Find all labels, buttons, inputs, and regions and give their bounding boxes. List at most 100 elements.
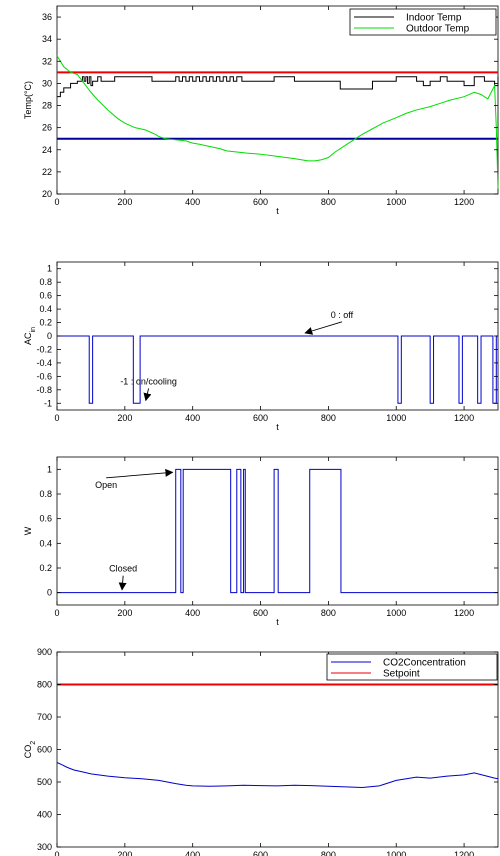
y-tick-label: 0.2 [39, 318, 52, 328]
axis-ticks: 0 200 400 600 800 1000 1200 0 0.2 0.4 0.6 0.8 1 [39, 457, 498, 618]
y-tick-label: -0.2 [36, 344, 52, 354]
y-tick-label: 1 [47, 464, 52, 474]
x-tick-label: 1000 [386, 413, 406, 423]
x-tick-label: 0 [54, 197, 59, 207]
annotation-arrow [118, 575, 127, 591]
y-tick-label: 500 [37, 777, 52, 787]
y-tick-label: 800 [37, 680, 52, 690]
y-tick-label: 700 [37, 712, 52, 722]
y-tick-label: 0 [47, 588, 52, 598]
x-tick-label: 800 [321, 608, 336, 618]
x-tick-label: 600 [253, 197, 268, 207]
y-tick-label: 900 [37, 647, 52, 657]
y-tick-label: 22 [42, 167, 52, 177]
annotation-label: 0 : off [331, 310, 354, 320]
x-tick-label: 400 [185, 413, 200, 423]
co2-chart: 0 200 400 600 800 1000 1200 300 400 500 600 700 800 9… [23, 647, 499, 856]
x-tick-label: 800 [321, 413, 336, 423]
x-tick-label: 1200 [454, 197, 474, 207]
x-tick-label: 800 [321, 850, 336, 856]
y-tick-label: -1 [44, 398, 52, 408]
y-tick-label: -0.8 [36, 385, 52, 395]
x-tick-label: 1200 [454, 850, 474, 856]
y-tick-label: 26 [42, 123, 52, 133]
y-axis-label: Temp(°C) [23, 81, 33, 119]
x-tick-label: 400 [185, 608, 200, 618]
legend-label: Setpoint [383, 669, 420, 680]
annotation-label: -1 : on/cooling [120, 376, 177, 386]
y-tick-label: 0.4 [39, 304, 52, 314]
x-tick-label: 200 [117, 197, 132, 207]
y-tick-label: 0.8 [39, 489, 52, 499]
legend-label: Outdoor Temp [406, 24, 470, 35]
x-tick-label: 800 [321, 197, 336, 207]
x-axis-label: t [276, 422, 279, 432]
chart-marks [57, 335, 498, 404]
chart-marks [56, 55, 499, 189]
x-tick-label: 200 [117, 413, 132, 423]
ac-input-chart: 0 200 400 600 800 1000 1200 -1 -0.8 -0.6 -0.4 -0.2 0… [23, 261, 499, 432]
y-tick-label: 0.6 [39, 514, 52, 524]
x-tick-label: 0 [54, 413, 59, 423]
annotations: 0 : off -1 : on/cooling [120, 310, 354, 402]
plot-area [56, 651, 499, 848]
x-tick-label: 1000 [386, 197, 406, 207]
series-line-series-0 [57, 335, 498, 404]
y-tick-label: 0.2 [39, 563, 52, 573]
annotation-arrow [143, 388, 152, 402]
annotations: Open Closed [95, 468, 174, 591]
y-tick-label: 20 [42, 189, 52, 199]
y-tick-label: 400 [37, 810, 52, 820]
y-tick-label: 0 [47, 331, 52, 341]
y-axis-label: CO2 [23, 741, 37, 759]
y-tick-label: 0.4 [39, 538, 52, 548]
y-tick-label: -0.4 [36, 358, 52, 368]
annotation-label: Open [95, 480, 117, 490]
y-tick-label: 24 [42, 145, 52, 155]
y-tick-label: 0.8 [39, 277, 52, 287]
axis-ticks: 0 200 400 600 800 1000 1200 300 400 500 600 700 800 9… [37, 647, 498, 856]
x-tick-label: 0 [54, 850, 59, 856]
y-tick-label: 34 [42, 34, 52, 44]
x-tick-label: 1000 [386, 850, 406, 856]
x-tick-label: 200 [117, 850, 132, 856]
x-tick-label: 1000 [386, 608, 406, 618]
annotation-arrow [304, 321, 343, 335]
x-axis-label: t [276, 206, 279, 216]
annotation-arrow [106, 468, 174, 479]
legend-label: CO2Concentration [383, 658, 466, 669]
x-axis-label: t [276, 617, 279, 627]
x-tick-label: 200 [117, 608, 132, 618]
y-tick-label: 600 [37, 745, 52, 755]
x-tick-label: 0 [54, 608, 59, 618]
temperature-chart: 0 200 400 600 800 1000 1200202224262830323436 … [23, 5, 499, 216]
plot-area [56, 456, 499, 606]
axis-ticks: 0 200 400 600 800 1000 1200 -1 -0.8 -0.6 -0.4 -0.2 0… [36, 262, 498, 423]
series-line-co2concentration [56, 762, 499, 789]
y-tick-label: 1 [47, 264, 52, 274]
x-tick-label: 600 [253, 608, 268, 618]
x-tick-label: 1200 [454, 413, 474, 423]
x-tick-label: 400 [185, 197, 200, 207]
x-tick-label: 600 [253, 850, 268, 856]
y-axis-label: W [23, 526, 33, 535]
axis-ticks: 0 200 400 600 800 1000 1200 20 22 24 26 28 30 32 34 36 [42, 6, 498, 207]
y-axis-label: ACin [23, 327, 37, 345]
y-tick-label: 30 [42, 78, 52, 88]
series-line-outdoor-temp [56, 55, 499, 189]
legend-label: Indoor Temp [406, 13, 462, 24]
plot-area [56, 5, 499, 195]
y-tick-label: 300 [37, 842, 52, 852]
y-tick-label: 0.6 [39, 291, 52, 301]
y-tick-label: -0.6 [36, 371, 52, 381]
x-tick-label: 400 [185, 850, 200, 856]
chart-marks [57, 468, 498, 594]
y-tick-label: 36 [42, 12, 52, 22]
series-line-indoor-temp [57, 76, 499, 98]
x-tick-label: 600 [253, 413, 268, 423]
chart-marks [56, 683, 499, 789]
